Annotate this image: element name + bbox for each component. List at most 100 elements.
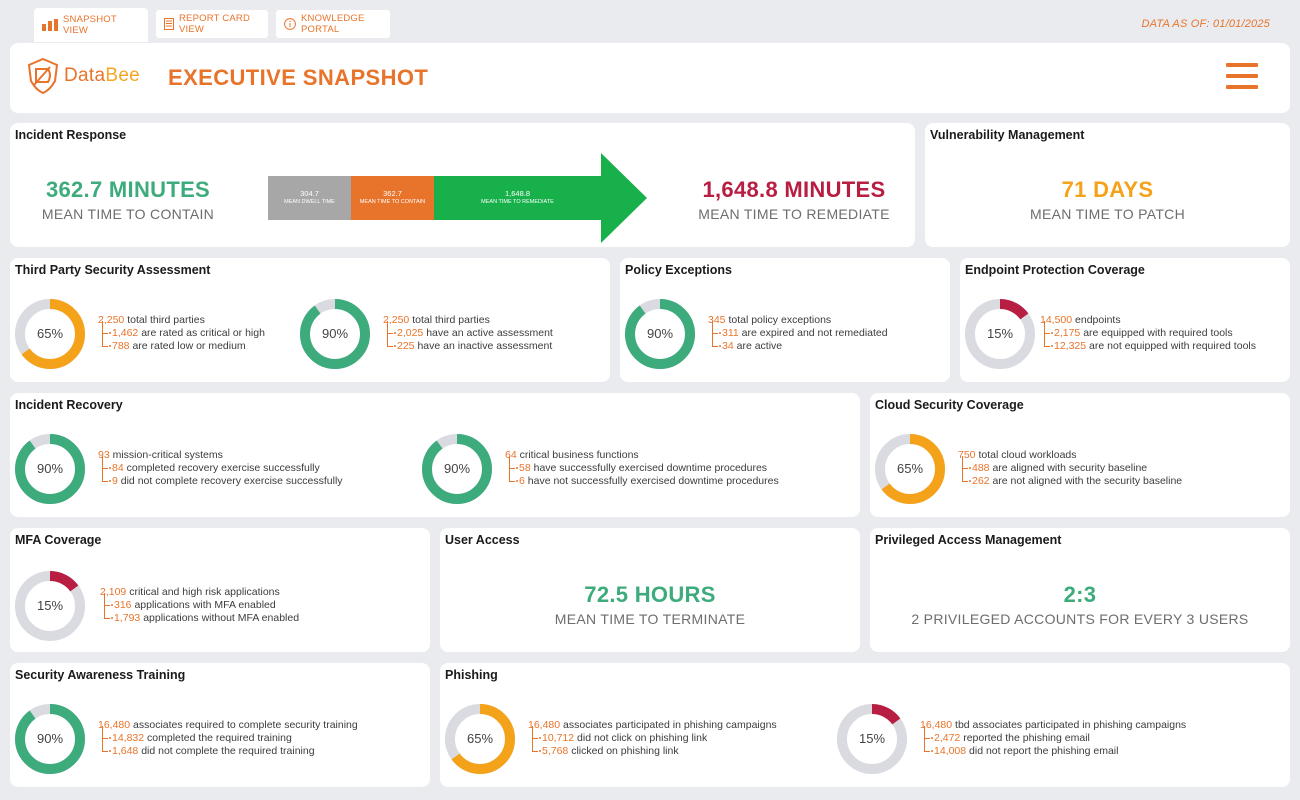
stat-text: are aligned with security baseline xyxy=(989,462,1148,474)
stat-breakdown: 16,480 tbd associates participated in ph… xyxy=(920,719,1186,758)
stat-text: are not aligned with the security baseli… xyxy=(989,475,1183,487)
tab-snapshot-view[interactable]: SNAPSHOT VIEW xyxy=(34,8,148,42)
stat-text: have not successfully exercised downtime… xyxy=(524,475,779,487)
stat-number: 14,500 xyxy=(1040,314,1073,326)
info-icon xyxy=(284,18,296,30)
stat-number: 2,175 xyxy=(1054,327,1081,339)
tab-report-card-view[interactable]: REPORT CARD VIEW xyxy=(156,10,268,38)
stat-total-line: 64 critical business functions xyxy=(505,449,779,462)
stat-sub-line: 316 applications with MFA enabled xyxy=(100,593,299,612)
tab-label: KNOWLEDGE PORTAL xyxy=(301,13,365,35)
tab-label: REPORT CARD VIEW xyxy=(179,13,251,35)
stat-sub-line: 84 completed recovery exercise successfu… xyxy=(98,456,343,475)
document-icon xyxy=(164,18,174,30)
dwell-time-bar: 304.7 MEAN DWELL TIME xyxy=(268,176,351,220)
stat-number: 1,793 xyxy=(114,612,141,624)
incident-recovery-card: Incident Recovery 90% 93 mission-critica… xyxy=(10,393,860,517)
stat-number: 6 xyxy=(519,475,525,487)
third-party-assessment-card: Third Party Security Assessment 65% 2,25… xyxy=(10,258,610,382)
donut-fill-arc xyxy=(445,704,515,774)
stat-number: 16,480 xyxy=(528,719,561,731)
stat-number: 316 xyxy=(114,599,132,611)
stat-label: MEAN TIME TO REMEDIATE xyxy=(698,206,890,222)
stat-text: have an inactive assessment xyxy=(414,340,553,352)
stat-text: associates participated in phishing camp… xyxy=(560,719,777,731)
tab-knowledge-portal[interactable]: KNOWLEDGE PORTAL xyxy=(276,10,390,38)
stat-label: MEAN TIME TO PATCH xyxy=(1029,206,1185,222)
card-title: User Access xyxy=(445,533,520,547)
stat-breakdown: 2,109 critical and high risk application… xyxy=(100,586,299,625)
stat-breakdown: 345 total policy exceptions 311 are expir… xyxy=(708,314,888,353)
donut-chart: 90% xyxy=(14,433,86,505)
stat-value: 2:3 xyxy=(1063,582,1097,607)
donut-fill-arc xyxy=(422,434,492,504)
stat-sub-line: 14,832 completed the required training xyxy=(98,726,358,745)
privileged-access-card: Privileged Access Management 2:3 2 PRIVI… xyxy=(870,528,1290,652)
stat-breakdown: 14,500 endpoints 2,175 are equipped with … xyxy=(1040,314,1256,353)
stat-text: are not equipped with required tools xyxy=(1086,340,1256,352)
stat-text: did not complete recovery exercise succe… xyxy=(117,475,343,487)
logo-wordmark: DataBee xyxy=(64,65,141,86)
stat-number: 14,832 xyxy=(112,732,145,744)
stat-number: 2,109 xyxy=(100,586,127,598)
data-as-of: DATA AS OF: 01/01/2025 xyxy=(1141,18,1270,30)
hamburger-menu-icon[interactable] xyxy=(1226,63,1258,91)
mean-time-to-patch-stat: 71 DAYS MEAN TIME TO PATCH xyxy=(925,177,1290,222)
donut-chart: 15% xyxy=(14,570,86,642)
stat-total-line: 2,250 total third parties xyxy=(383,314,553,327)
stat-total-line: 2,250 total third parties xyxy=(98,314,265,327)
donut-chart: 65% xyxy=(14,298,86,370)
donut-percent-label: 65% xyxy=(36,326,64,341)
donut-percent-label: 15% xyxy=(36,598,64,613)
stat-number: 2,025 xyxy=(397,327,424,339)
donut-chart: 90% xyxy=(299,298,371,370)
security-awareness-card: Security Awareness Training 90% 16,480 a… xyxy=(10,663,430,787)
stat-value: 71 DAYS xyxy=(1061,177,1154,202)
cloud-security-card: Cloud Security Coverage 65% 750 total cl… xyxy=(870,393,1290,517)
donut-chart: 90% xyxy=(624,298,696,370)
stat-text: completed the required training xyxy=(144,732,292,744)
donut-chart: 90% xyxy=(14,703,86,775)
stat-total-line: 2,109 critical and high risk application… xyxy=(100,586,299,599)
card-title: Incident Response xyxy=(15,128,127,142)
donut-percent-label: 65% xyxy=(466,731,494,746)
donut-fill-arc xyxy=(15,299,85,369)
card-title: Third Party Security Assessment xyxy=(15,263,211,277)
donut-percent-label: 90% xyxy=(36,461,64,476)
card-title: Security Awareness Training xyxy=(15,668,186,682)
stat-breakdown: 750 total cloud workloads 488 are aligned… xyxy=(958,449,1182,488)
stat-sub-line: 311 are expired and not remediated xyxy=(708,321,888,340)
stat-label: MEAN TIME TO CONTAIN xyxy=(41,206,215,222)
stat-sub-line: 12,325 are not equipped with required to… xyxy=(1040,334,1256,353)
stat-text: mission-critical systems xyxy=(109,449,223,461)
stat-text: endpoints xyxy=(1072,314,1121,326)
mean-time-to-contain-stat: 362.7 MINUTES MEAN TIME TO CONTAIN xyxy=(28,177,228,222)
stat-sub-line: 2,025 have an active assessment xyxy=(383,321,553,340)
donut-fill-arc xyxy=(965,299,1035,369)
donut-chart: 15% xyxy=(836,703,908,775)
stat-label: 2 PRIVILEGED ACCOUNTS FOR EVERY 3 USERS xyxy=(911,611,1249,627)
stat-number: 1,648 xyxy=(112,745,139,757)
privileged-ratio-stat: 2:3 2 PRIVILEGED ACCOUNTS FOR EVERY 3 US… xyxy=(870,582,1290,627)
stat-sub-line: 10,712 did not click on phishing link xyxy=(528,726,777,745)
mfa-coverage-card: MFA Coverage 15% 2,109 critical and high… xyxy=(10,528,430,652)
stat-text: are rated as critical or high xyxy=(138,327,265,339)
donut-percent-label: 90% xyxy=(36,731,64,746)
stat-number: 10,712 xyxy=(542,732,575,744)
mean-time-to-remediate-stat: 1,648.8 MINUTES MEAN TIME TO REMEDIATE xyxy=(684,177,904,222)
stat-number: 16,480 xyxy=(920,719,953,731)
stat-text: critical business functions xyxy=(516,449,639,461)
donut-chart: 90% xyxy=(421,433,493,505)
stat-text: associates required to complete security… xyxy=(130,719,358,731)
stat-text: total policy exceptions xyxy=(725,314,832,326)
phishing-card: Phishing 65% 16,480 associates participa… xyxy=(440,663,1290,787)
donut-fill-arc xyxy=(875,434,945,504)
remediate-time-bar: 1,648.8 MEAN TIME TO REMEDIATE xyxy=(481,189,554,205)
stat-total-line: 93 mission-critical systems xyxy=(98,449,343,462)
card-title: Privileged Access Management xyxy=(875,533,1062,547)
donut-chart: 65% xyxy=(444,703,516,775)
vulnerability-management-card: Vulnerability Management 71 DAYS MEAN TI… xyxy=(925,123,1290,247)
card-title: Phishing xyxy=(445,668,498,682)
stat-sub-line: 58 have successfully exercised downtime … xyxy=(505,456,779,475)
stat-value: 362.7 MINUTES xyxy=(45,177,211,202)
